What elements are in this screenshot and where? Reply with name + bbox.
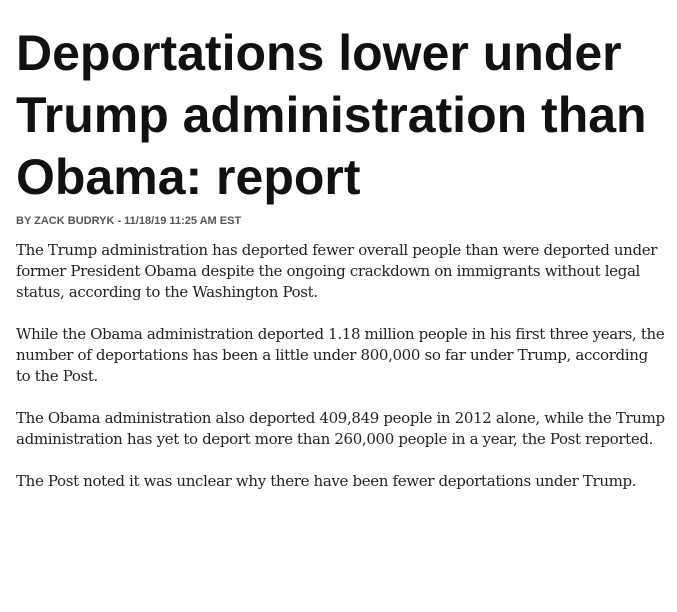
article: Deportations lower under Trump administr… <box>16 22 666 513</box>
article-body: The Trump administration has deported fe… <box>16 240 666 492</box>
paragraph-3: The Obama administration also deported 4… <box>16 409 665 448</box>
headline: Deportations lower under Trump administr… <box>16 25 647 205</box>
paragraph-2: While the Obama administration deported … <box>16 325 665 385</box>
paragraph-1: The Trump administration has deported fe… <box>16 241 658 301</box>
paragraph-4: The Post noted it was unclear why there … <box>16 472 637 490</box>
byline: BY ZACK BUDRYK - 11/18/19 11:25 AM EST <box>16 215 242 227</box>
